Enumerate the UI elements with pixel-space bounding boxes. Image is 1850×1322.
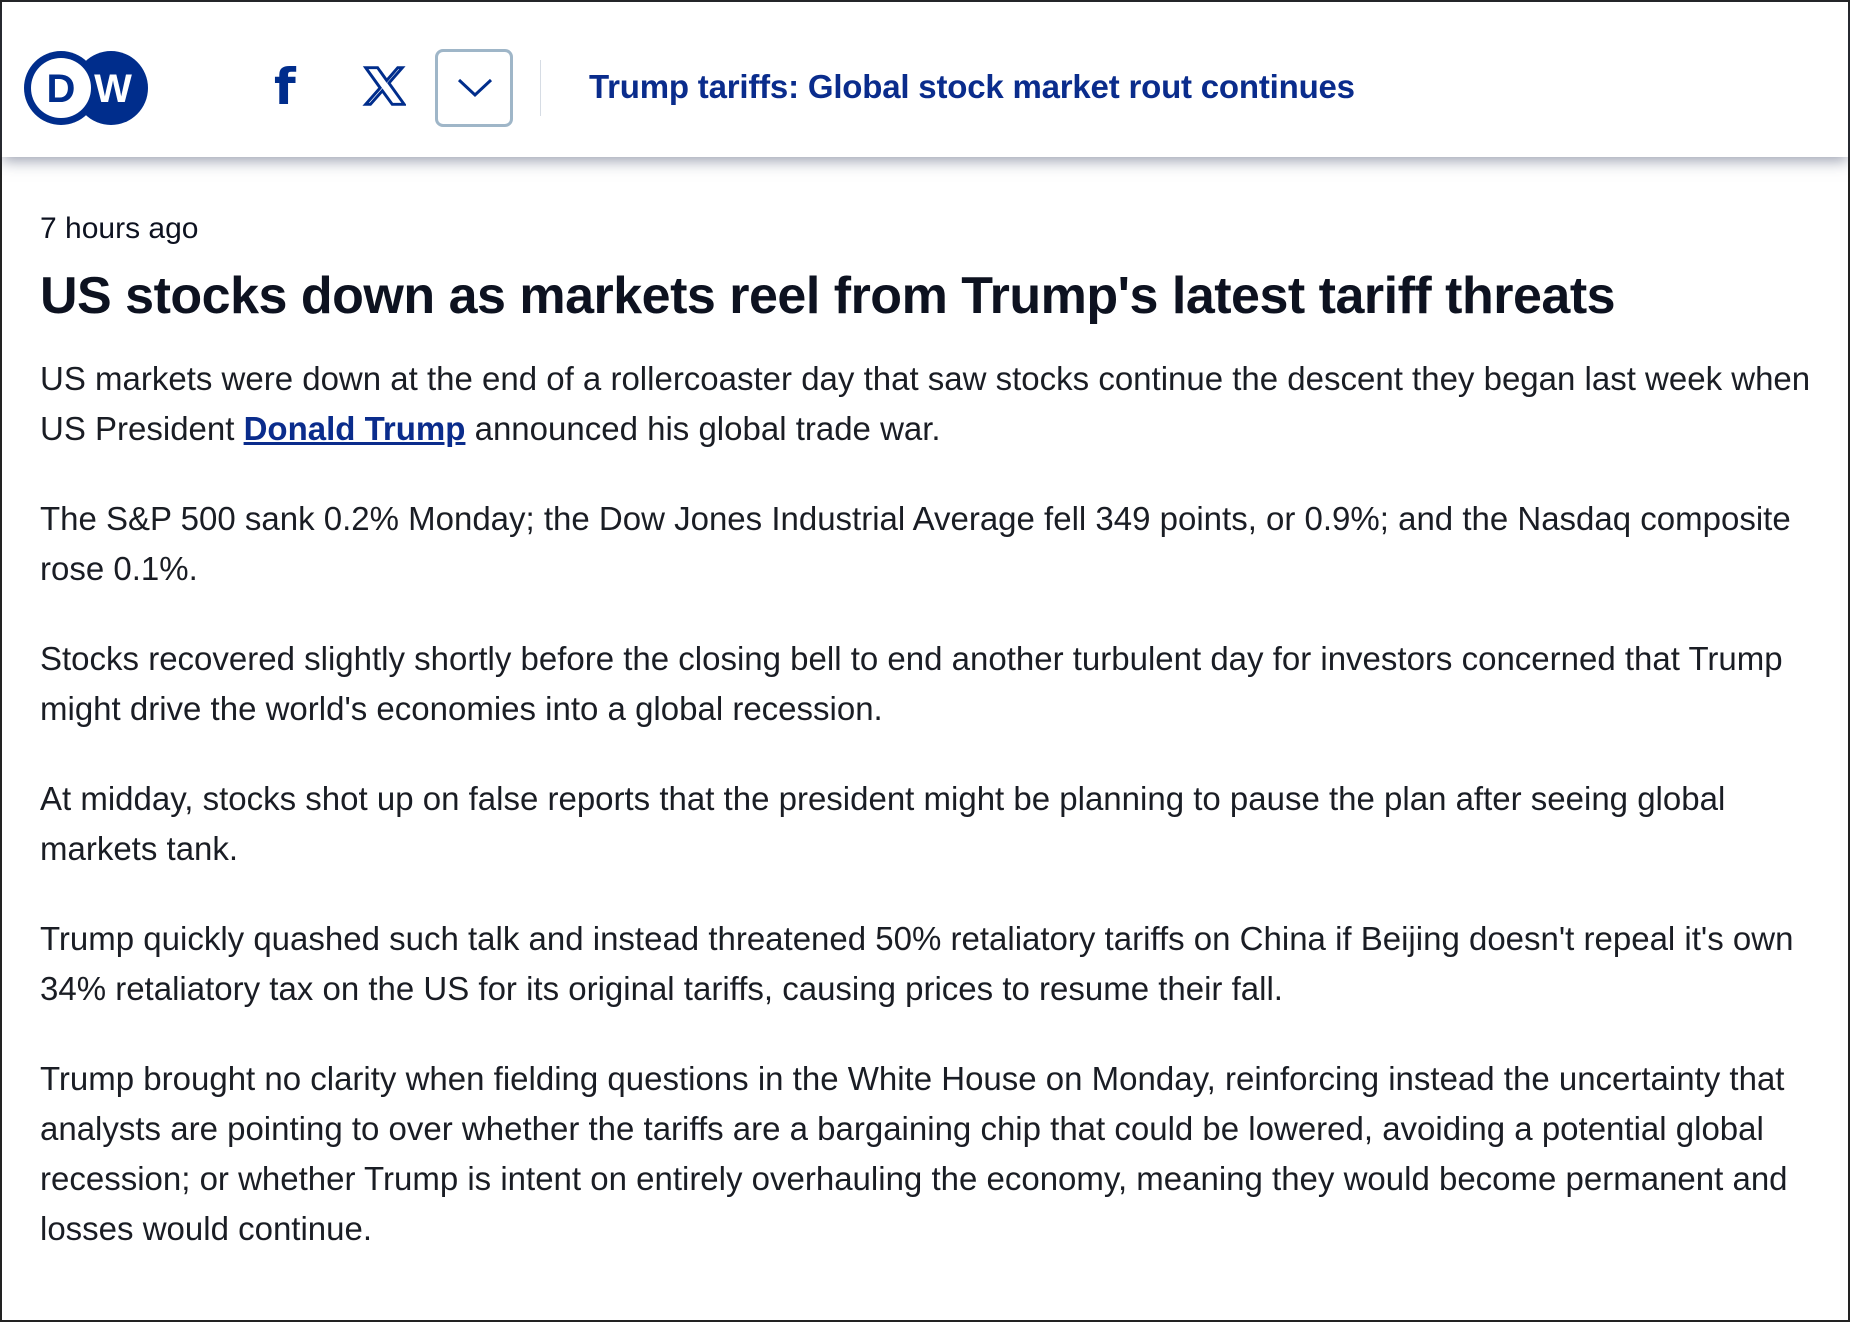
svg-text:W: W bbox=[94, 67, 132, 111]
timestamp: 7 hours ago bbox=[40, 212, 199, 245]
header-title[interactable]: Trump tariffs: Global stock market rout … bbox=[589, 68, 1355, 105]
text: US markets were down at the end of a rol… bbox=[40, 360, 1811, 447]
facebook-icon[interactable]: f bbox=[274, 58, 296, 116]
dw-logo[interactable]: D W bbox=[24, 51, 152, 125]
x-icon[interactable] bbox=[362, 64, 406, 108]
site-header: D W f Trump tariffs: Global stock market… bbox=[2, 2, 1848, 157]
article: 7 hours ago US stocks down as markets re… bbox=[40, 212, 1820, 1294]
paragraph: Stocks recovered slightly shortly before… bbox=[40, 640, 1783, 727]
paragraph: US markets were down at the end of a rol… bbox=[40, 354, 1820, 454]
paragraph: Trump brought no clarity when fielding q… bbox=[40, 1060, 1788, 1247]
paragraph: The S&P 500 sank 0.2% Monday; the Dow Jo… bbox=[40, 500, 1791, 587]
paragraph: At midday, stocks shot up on false repor… bbox=[40, 780, 1726, 867]
chevron-down-icon bbox=[457, 78, 493, 98]
divider bbox=[540, 60, 541, 116]
svg-text:D: D bbox=[47, 67, 76, 111]
headline: US stocks down as markets reel from Trum… bbox=[40, 267, 1616, 325]
donald-trump-link[interactable]: Donald Trump bbox=[243, 410, 466, 447]
text: announced his global trade war. bbox=[465, 410, 941, 447]
more-share-button[interactable] bbox=[435, 49, 513, 127]
paragraph: Trump quickly quashed such talk and inst… bbox=[40, 920, 1794, 1007]
